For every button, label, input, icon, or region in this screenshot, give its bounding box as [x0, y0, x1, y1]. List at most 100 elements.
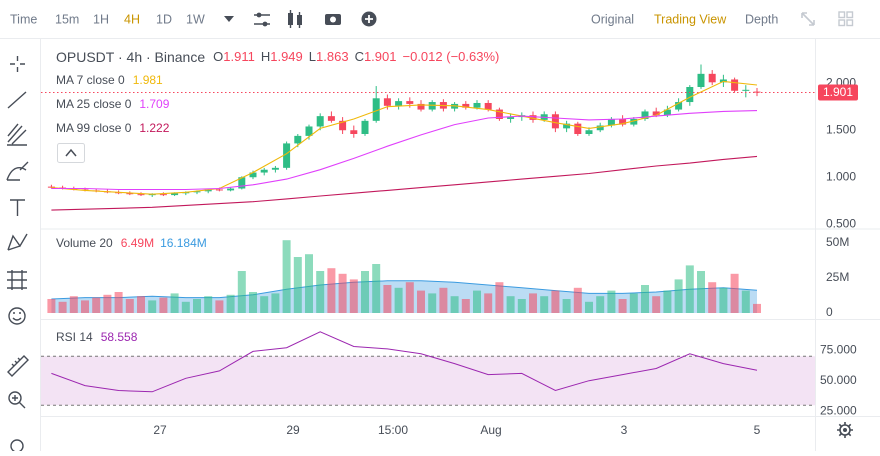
view-tab[interactable]: Depth: [745, 12, 778, 26]
volume-bar: [439, 287, 448, 313]
interval-button[interactable]: 4H: [124, 12, 140, 26]
candle-body: [585, 130, 593, 134]
x-tick-label: Aug: [480, 423, 501, 437]
line-tool[interactable]: [7, 91, 27, 109]
screenshot-icon[interactable]: [325, 14, 341, 25]
last-price-label: 1.901: [823, 85, 853, 99]
crosshair-tool[interactable]: [10, 56, 25, 72]
interval-button[interactable]: Time: [10, 12, 37, 26]
candle-body: [204, 189, 212, 192]
volume-bar: [47, 299, 56, 313]
high-label: H: [261, 49, 270, 64]
rsi-tick-label: 75.000: [820, 342, 857, 356]
volume-bar: [473, 290, 481, 313]
volume-bar: [708, 282, 717, 313]
rsi-band: [41, 356, 815, 406]
candle-body: [271, 167, 279, 170]
interval-button[interactable]: 15m: [55, 12, 79, 26]
volume-bar: [137, 296, 145, 313]
channel-tool[interactable]: [7, 123, 27, 146]
measure-tool[interactable]: [7, 355, 29, 377]
emoji-tool[interactable]: [8, 307, 26, 325]
volume-bar: [417, 290, 425, 313]
x-tick-label: 27: [153, 423, 167, 437]
candle-body: [484, 102, 492, 110]
ma-value: 1.222: [139, 121, 169, 135]
volume-pane: [47, 240, 761, 313]
indicator-settings-icon[interactable]: [254, 12, 270, 27]
candle-body: [171, 193, 179, 196]
candle-body: [159, 194, 167, 196]
brush-tool[interactable]: [6, 161, 29, 181]
view-tab[interactable]: Original: [591, 12, 634, 26]
candle-body: [507, 117, 515, 119]
rsi-legend: RSI 14 58.558: [56, 330, 138, 344]
volume-bar: [181, 301, 190, 313]
zoom-tool[interactable]: [8, 391, 26, 409]
fullscreen-icon[interactable]: [801, 12, 815, 26]
volume-bar: [204, 296, 213, 313]
volume-tick-label: 25M: [826, 270, 849, 284]
open-value: 1.911: [223, 49, 255, 64]
volume-bar: [293, 257, 302, 313]
volume-bar: [529, 293, 537, 313]
volume-bar: [125, 299, 134, 313]
candle-body: [428, 102, 436, 110]
candle-body: [529, 115, 537, 120]
volume-bar: [405, 282, 414, 313]
candle-type-icon[interactable]: [288, 10, 302, 28]
interval-button[interactable]: 1W: [186, 12, 205, 26]
view-tab[interactable]: Trading View: [654, 12, 727, 26]
volume-bar: [81, 300, 89, 313]
interval-button[interactable]: 1D: [156, 12, 172, 26]
candle-body: [495, 109, 503, 119]
candle-body: [395, 101, 403, 106]
volume-bar: [383, 285, 392, 313]
drawing-tools: [6, 56, 29, 453]
volume-bar: [226, 294, 235, 313]
add-indicator-icon[interactable]: [361, 11, 377, 27]
text-tool[interactable]: [10, 199, 25, 216]
pattern-tool[interactable]: [7, 233, 28, 251]
volume-bar: [103, 294, 112, 313]
layout-icon[interactable]: [838, 11, 854, 27]
ma-name: MA 7 close 0: [56, 73, 125, 87]
candle-body: [350, 130, 358, 134]
price-tick-label: 0.500: [826, 216, 856, 230]
price-pane: [41, 64, 815, 211]
candle-body: [47, 186, 55, 188]
price-tick-label: 1.500: [826, 122, 856, 136]
volume-bar: [540, 296, 549, 313]
volume-bar: [305, 254, 313, 313]
candle-body: [305, 126, 313, 136]
rsi-pane: [41, 331, 815, 406]
volume-bar: [674, 279, 683, 313]
settings-icon[interactable]: [837, 422, 853, 438]
candle-body: [383, 98, 391, 106]
candle-body: [473, 102, 481, 108]
price-tick-label: 1.000: [826, 169, 856, 183]
volume-bar: [260, 296, 269, 313]
candle-body: [406, 101, 414, 104]
volume-bar: [349, 279, 358, 313]
volume-bar: [753, 303, 761, 313]
candle-body: [686, 87, 694, 103]
volume-bar: [159, 297, 168, 313]
volume-bar: [685, 265, 694, 313]
candle-body: [361, 120, 369, 134]
volume-bar: [249, 292, 257, 313]
volume-bar: [193, 299, 201, 313]
volume-bar: [573, 287, 582, 313]
candle-body: [227, 188, 235, 191]
volume-bar: [69, 296, 78, 313]
volume-bar: [741, 290, 750, 313]
volume-bar: [506, 296, 515, 313]
rsi-tick-label: 25.000: [820, 404, 857, 418]
volume-bar: [585, 301, 593, 313]
interval-button[interactable]: 1H: [93, 12, 109, 26]
interval-dropdown[interactable]: [224, 16, 234, 22]
fib-tool[interactable]: [7, 270, 27, 290]
volume-bar: [629, 293, 638, 313]
collapse-button[interactable]: [57, 143, 85, 163]
volume-bar: [450, 296, 459, 313]
